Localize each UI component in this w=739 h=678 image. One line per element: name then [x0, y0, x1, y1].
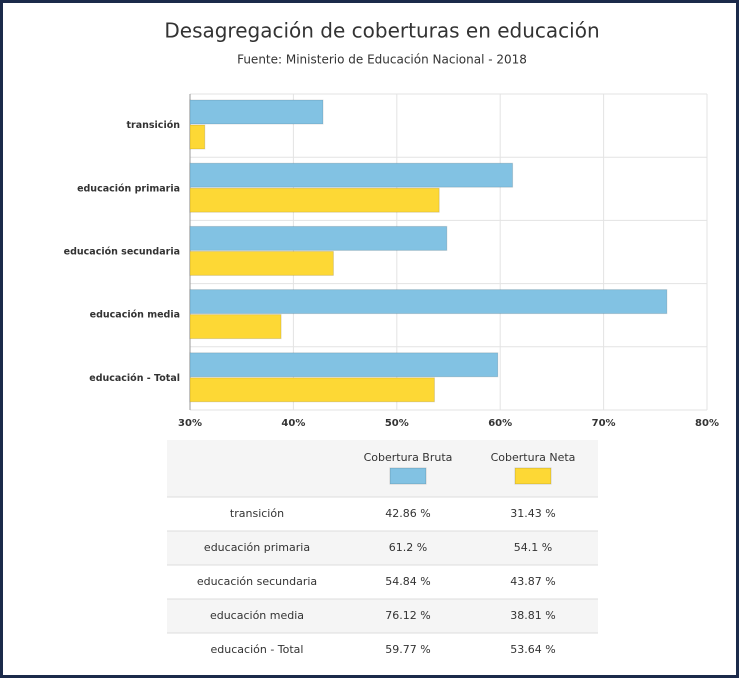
- table-cell: educación primaria: [204, 541, 310, 554]
- x-tick-label: 40%: [281, 418, 305, 429]
- x-tick-label: 60%: [488, 418, 512, 429]
- x-tick-label: 80%: [695, 418, 719, 429]
- table-cell: 43.87 %: [510, 575, 555, 588]
- table-cell: 38.81 %: [510, 609, 555, 622]
- bar: [189, 225, 448, 251]
- bar: [189, 162, 514, 188]
- table-row-bg: [167, 497, 598, 531]
- table-cell: transición: [230, 507, 284, 520]
- table-row-bg: [167, 565, 598, 599]
- bar: [189, 187, 440, 213]
- bar: [189, 289, 668, 315]
- table-row-bg: [167, 599, 598, 633]
- legend-label: Cobertura Neta: [491, 451, 576, 464]
- y-tick-label: educación primaria: [77, 183, 180, 194]
- bar: [189, 250, 334, 276]
- x-tick-label: 30%: [178, 418, 202, 429]
- table-cell: 31.43 %: [510, 507, 555, 520]
- legend-swatch: [389, 467, 427, 485]
- table-cell: educación - Total: [211, 643, 304, 656]
- chart-subtitle: Fuente: Ministerio de Educación Nacional…: [237, 53, 527, 67]
- y-tick-label: educación secundaria: [64, 247, 180, 258]
- bar: [189, 377, 435, 403]
- table-cell: 61.2 %: [389, 541, 427, 554]
- table-cell: 53.64 %: [510, 643, 555, 656]
- bar: [189, 124, 206, 150]
- legend-label: Cobertura Bruta: [364, 451, 453, 464]
- y-tick-label: transición: [127, 120, 181, 131]
- table-row-bg: [167, 531, 598, 565]
- bar: [189, 314, 282, 340]
- table-cell: 76.12 %: [385, 609, 430, 622]
- table-cell: educación media: [210, 609, 304, 622]
- table-cell: 59.77 %: [385, 643, 430, 656]
- table-cell: 54.1 %: [514, 541, 552, 554]
- bar: [189, 352, 499, 378]
- y-tick-label: educación - Total: [89, 373, 180, 384]
- table-cell: educación secundaria: [197, 575, 317, 588]
- chart-title: Desagregación de coberturas en educación: [164, 19, 599, 43]
- legend-swatch: [514, 467, 552, 485]
- y-tick-label: educación media: [90, 310, 180, 321]
- table-row-bg: [167, 633, 598, 667]
- bar: [189, 99, 324, 125]
- x-tick-label: 50%: [385, 418, 409, 429]
- x-tick-label: 70%: [592, 418, 616, 429]
- table-cell: 54.84 %: [385, 575, 430, 588]
- table-cell: 42.86 %: [385, 507, 430, 520]
